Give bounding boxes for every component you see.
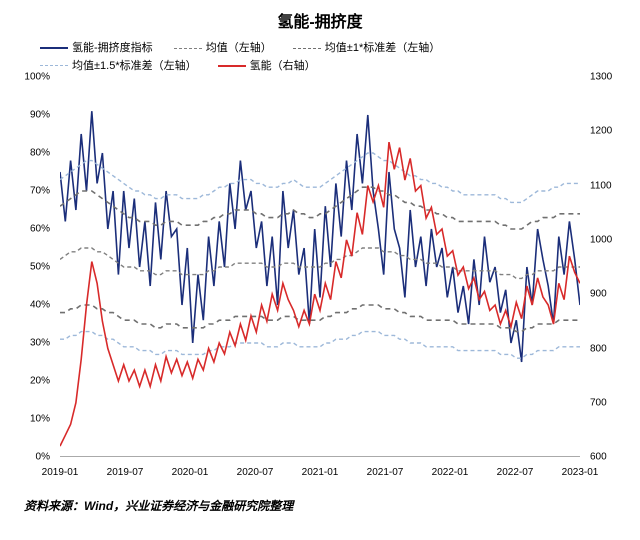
- y-axis-right: 6007008009001000110012001300: [586, 77, 626, 477]
- line-plot: [60, 77, 580, 457]
- y-axis-left: 0%10%20%30%40%50%60%70%80%90%100%: [14, 77, 54, 477]
- source-text: 资料来源：Wind，兴业证券经济与金融研究院整理: [0, 477, 640, 514]
- x-axis: 2019-012019-072020-012020-072021-012021-…: [60, 467, 580, 481]
- legend: 氢能-拥挤度指标 均值（左轴） 均值±1*标准差（左轴） 均值±1.5*标准差（…: [0, 36, 640, 77]
- plot-area: 0%10%20%30%40%50%60%70%80%90%100% 600700…: [20, 77, 620, 477]
- chart-title: 氢能-拥挤度: [0, 0, 640, 36]
